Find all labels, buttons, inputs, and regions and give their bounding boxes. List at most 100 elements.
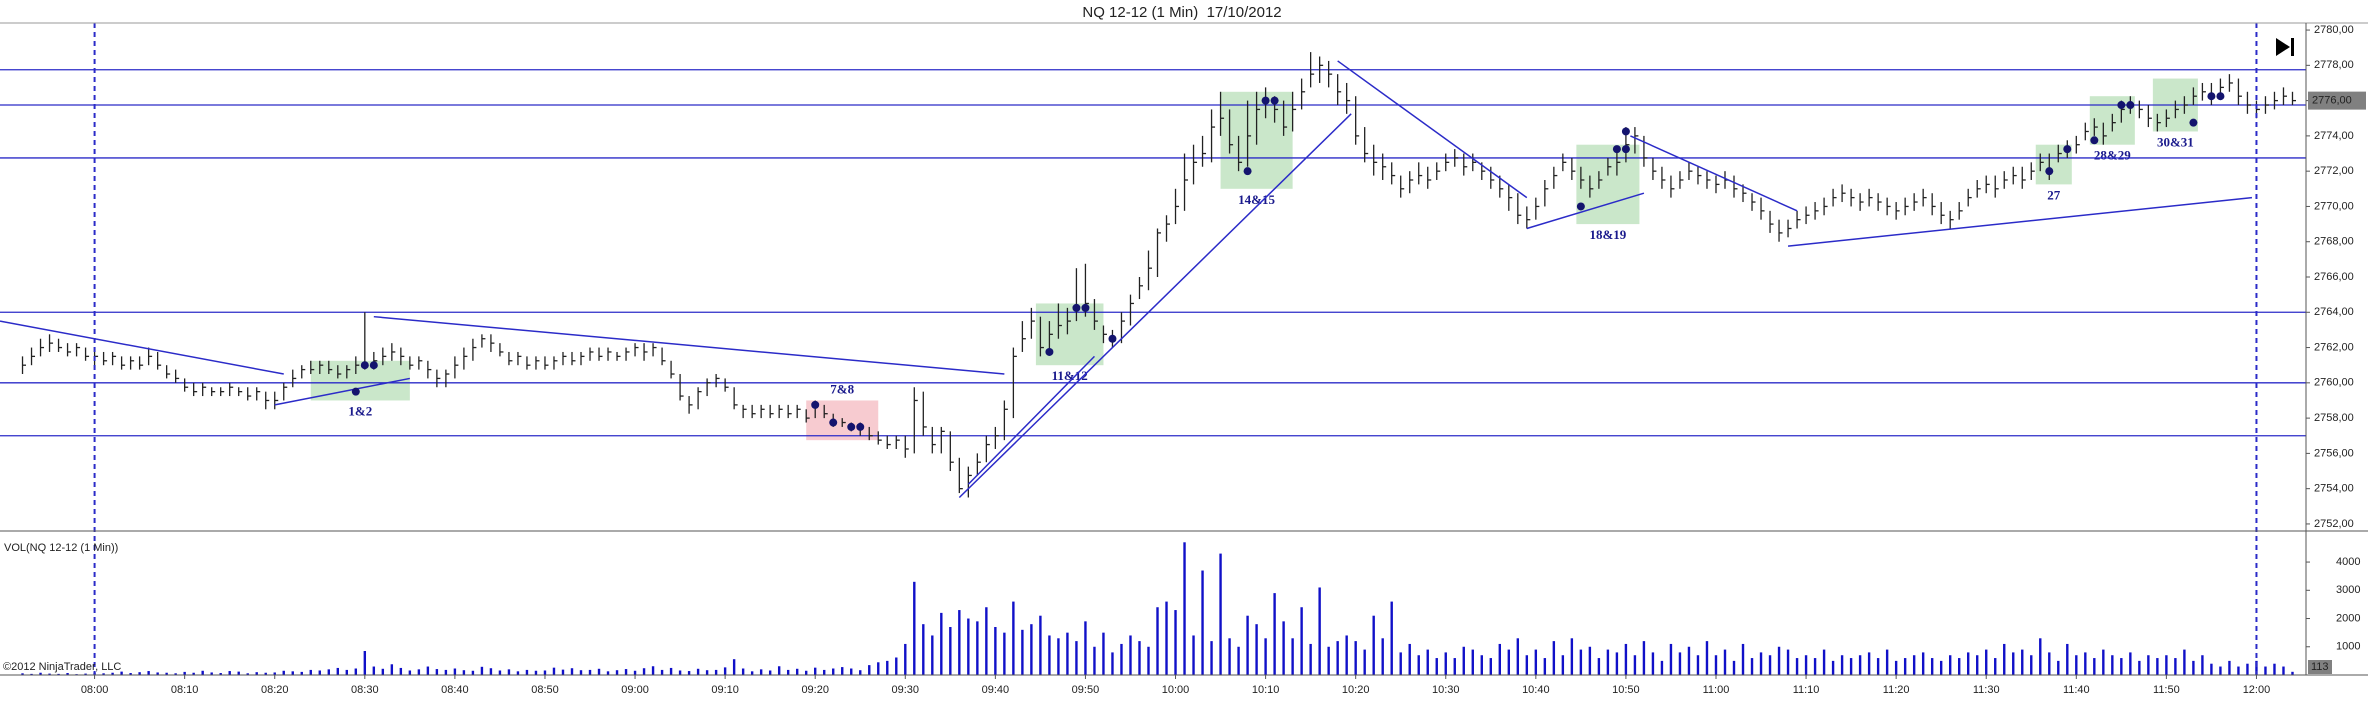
volume-bar	[1669, 643, 1673, 675]
volume-bar	[291, 671, 294, 675]
volume-bar	[1057, 638, 1060, 675]
scroll-end-button[interactable]	[2276, 38, 2294, 56]
volume-bar	[2030, 655, 2033, 675]
volume-bar	[1030, 624, 1033, 675]
volume-bar	[1156, 607, 1159, 675]
y-tick-label: 2754,00	[2314, 483, 2354, 495]
volume-bar	[1561, 655, 1565, 675]
volume-bar	[2219, 666, 2222, 675]
volume-bar	[2165, 655, 2168, 675]
volume-bar	[1003, 632, 1006, 675]
volume-bar	[832, 668, 835, 675]
volume-bar	[1012, 601, 1015, 675]
volume-bar	[1750, 658, 1754, 675]
volume-bar	[1372, 615, 1375, 675]
volume-bar	[1399, 652, 1402, 675]
volume-bar	[714, 669, 718, 675]
volume-bar	[958, 610, 961, 675]
volume-bar	[606, 671, 610, 675]
volume-bar	[165, 672, 168, 675]
play-icon[interactable]	[2276, 38, 2290, 56]
volume-bar	[804, 670, 808, 675]
volume-bar	[66, 673, 69, 675]
x-tick-label: 11:20	[1883, 684, 1910, 696]
last-price-label: 2776,00	[2312, 95, 2352, 107]
volume-bar	[1408, 643, 1411, 675]
volume-bar	[2192, 660, 2195, 675]
volume-bar	[1795, 658, 1799, 675]
volume-bar	[2057, 660, 2060, 675]
volume-bar	[1084, 621, 1087, 675]
x-tick-label: 11:10	[1793, 684, 1820, 696]
volume-bar	[1075, 641, 1078, 675]
volume-bar	[895, 657, 898, 675]
volume-bar	[1660, 660, 1664, 675]
volume-bar	[705, 670, 709, 675]
volume-bar	[1714, 655, 1718, 675]
y-tick-label: 4000	[2336, 556, 2360, 568]
volume-bar	[1687, 646, 1691, 675]
volume-bar	[723, 667, 727, 675]
volume-bar	[201, 670, 204, 675]
volume-bar	[1552, 641, 1556, 675]
volume-bar	[147, 671, 150, 675]
volume-bar	[886, 660, 889, 675]
marker	[1270, 96, 1279, 105]
volume-bar	[516, 671, 520, 675]
x-tick-label: 08:00	[81, 684, 109, 696]
volume-bar	[1507, 649, 1511, 675]
y-tick-label: 2756,00	[2314, 447, 2354, 459]
volume-bar	[1723, 649, 1727, 675]
volume-bar	[552, 667, 556, 675]
volume-bar	[795, 668, 799, 675]
volume-bar	[1516, 638, 1520, 675]
volume-bar	[426, 666, 430, 675]
volume-bar	[922, 624, 925, 675]
volume-bar	[1066, 632, 1069, 675]
volume-bar	[417, 669, 421, 675]
x-tick-label: 10:40	[1522, 684, 1550, 696]
x-tick-label: 08:20	[261, 684, 289, 696]
copyright: ©2012 NinjaTrader, LLC	[3, 661, 121, 673]
volume-bar	[2291, 671, 2294, 675]
volume-bar	[2120, 658, 2123, 675]
volume-bar	[372, 666, 376, 675]
volume-bar	[777, 666, 781, 675]
volume-bar	[1858, 655, 1862, 675]
y-tick-label: 2774,00	[2314, 130, 2354, 142]
volume-bar	[1111, 652, 1114, 675]
volume-bar	[2282, 666, 2285, 675]
x-tick-label: 09:30	[892, 684, 920, 696]
marker	[351, 387, 360, 396]
volume-bar	[1651, 652, 1655, 675]
volume-bar	[1976, 655, 1979, 675]
volume-bar	[273, 672, 276, 675]
volume-bar	[543, 670, 547, 675]
y-tick-label: 2768,00	[2314, 236, 2354, 248]
volume-bar	[1363, 649, 1366, 675]
volume-bar	[390, 664, 394, 675]
volume-bar	[2174, 658, 2177, 675]
volume-bar	[976, 621, 979, 675]
volume-bar	[57, 673, 60, 675]
volume-bar	[1480, 655, 1483, 675]
volume-bar	[1786, 649, 1790, 675]
x-tick-label: 12:00	[2243, 684, 2271, 696]
marker	[360, 361, 369, 370]
volume-bar	[156, 672, 159, 675]
volume-bar	[1219, 553, 1222, 675]
volume-bar	[786, 669, 790, 675]
play-icon-bar[interactable]	[2291, 38, 2294, 56]
volume-bar	[750, 671, 754, 675]
volume-bar	[2237, 666, 2240, 675]
marker	[811, 400, 820, 409]
marker	[369, 361, 378, 370]
volume-bar	[1210, 641, 1213, 675]
volume-bar	[30, 673, 33, 675]
volume-bar	[1048, 635, 1051, 675]
volume-bar	[1633, 655, 1637, 675]
volume-bar	[859, 670, 862, 675]
last-price-box	[2308, 91, 2366, 110]
volume-bar	[1696, 655, 1700, 675]
